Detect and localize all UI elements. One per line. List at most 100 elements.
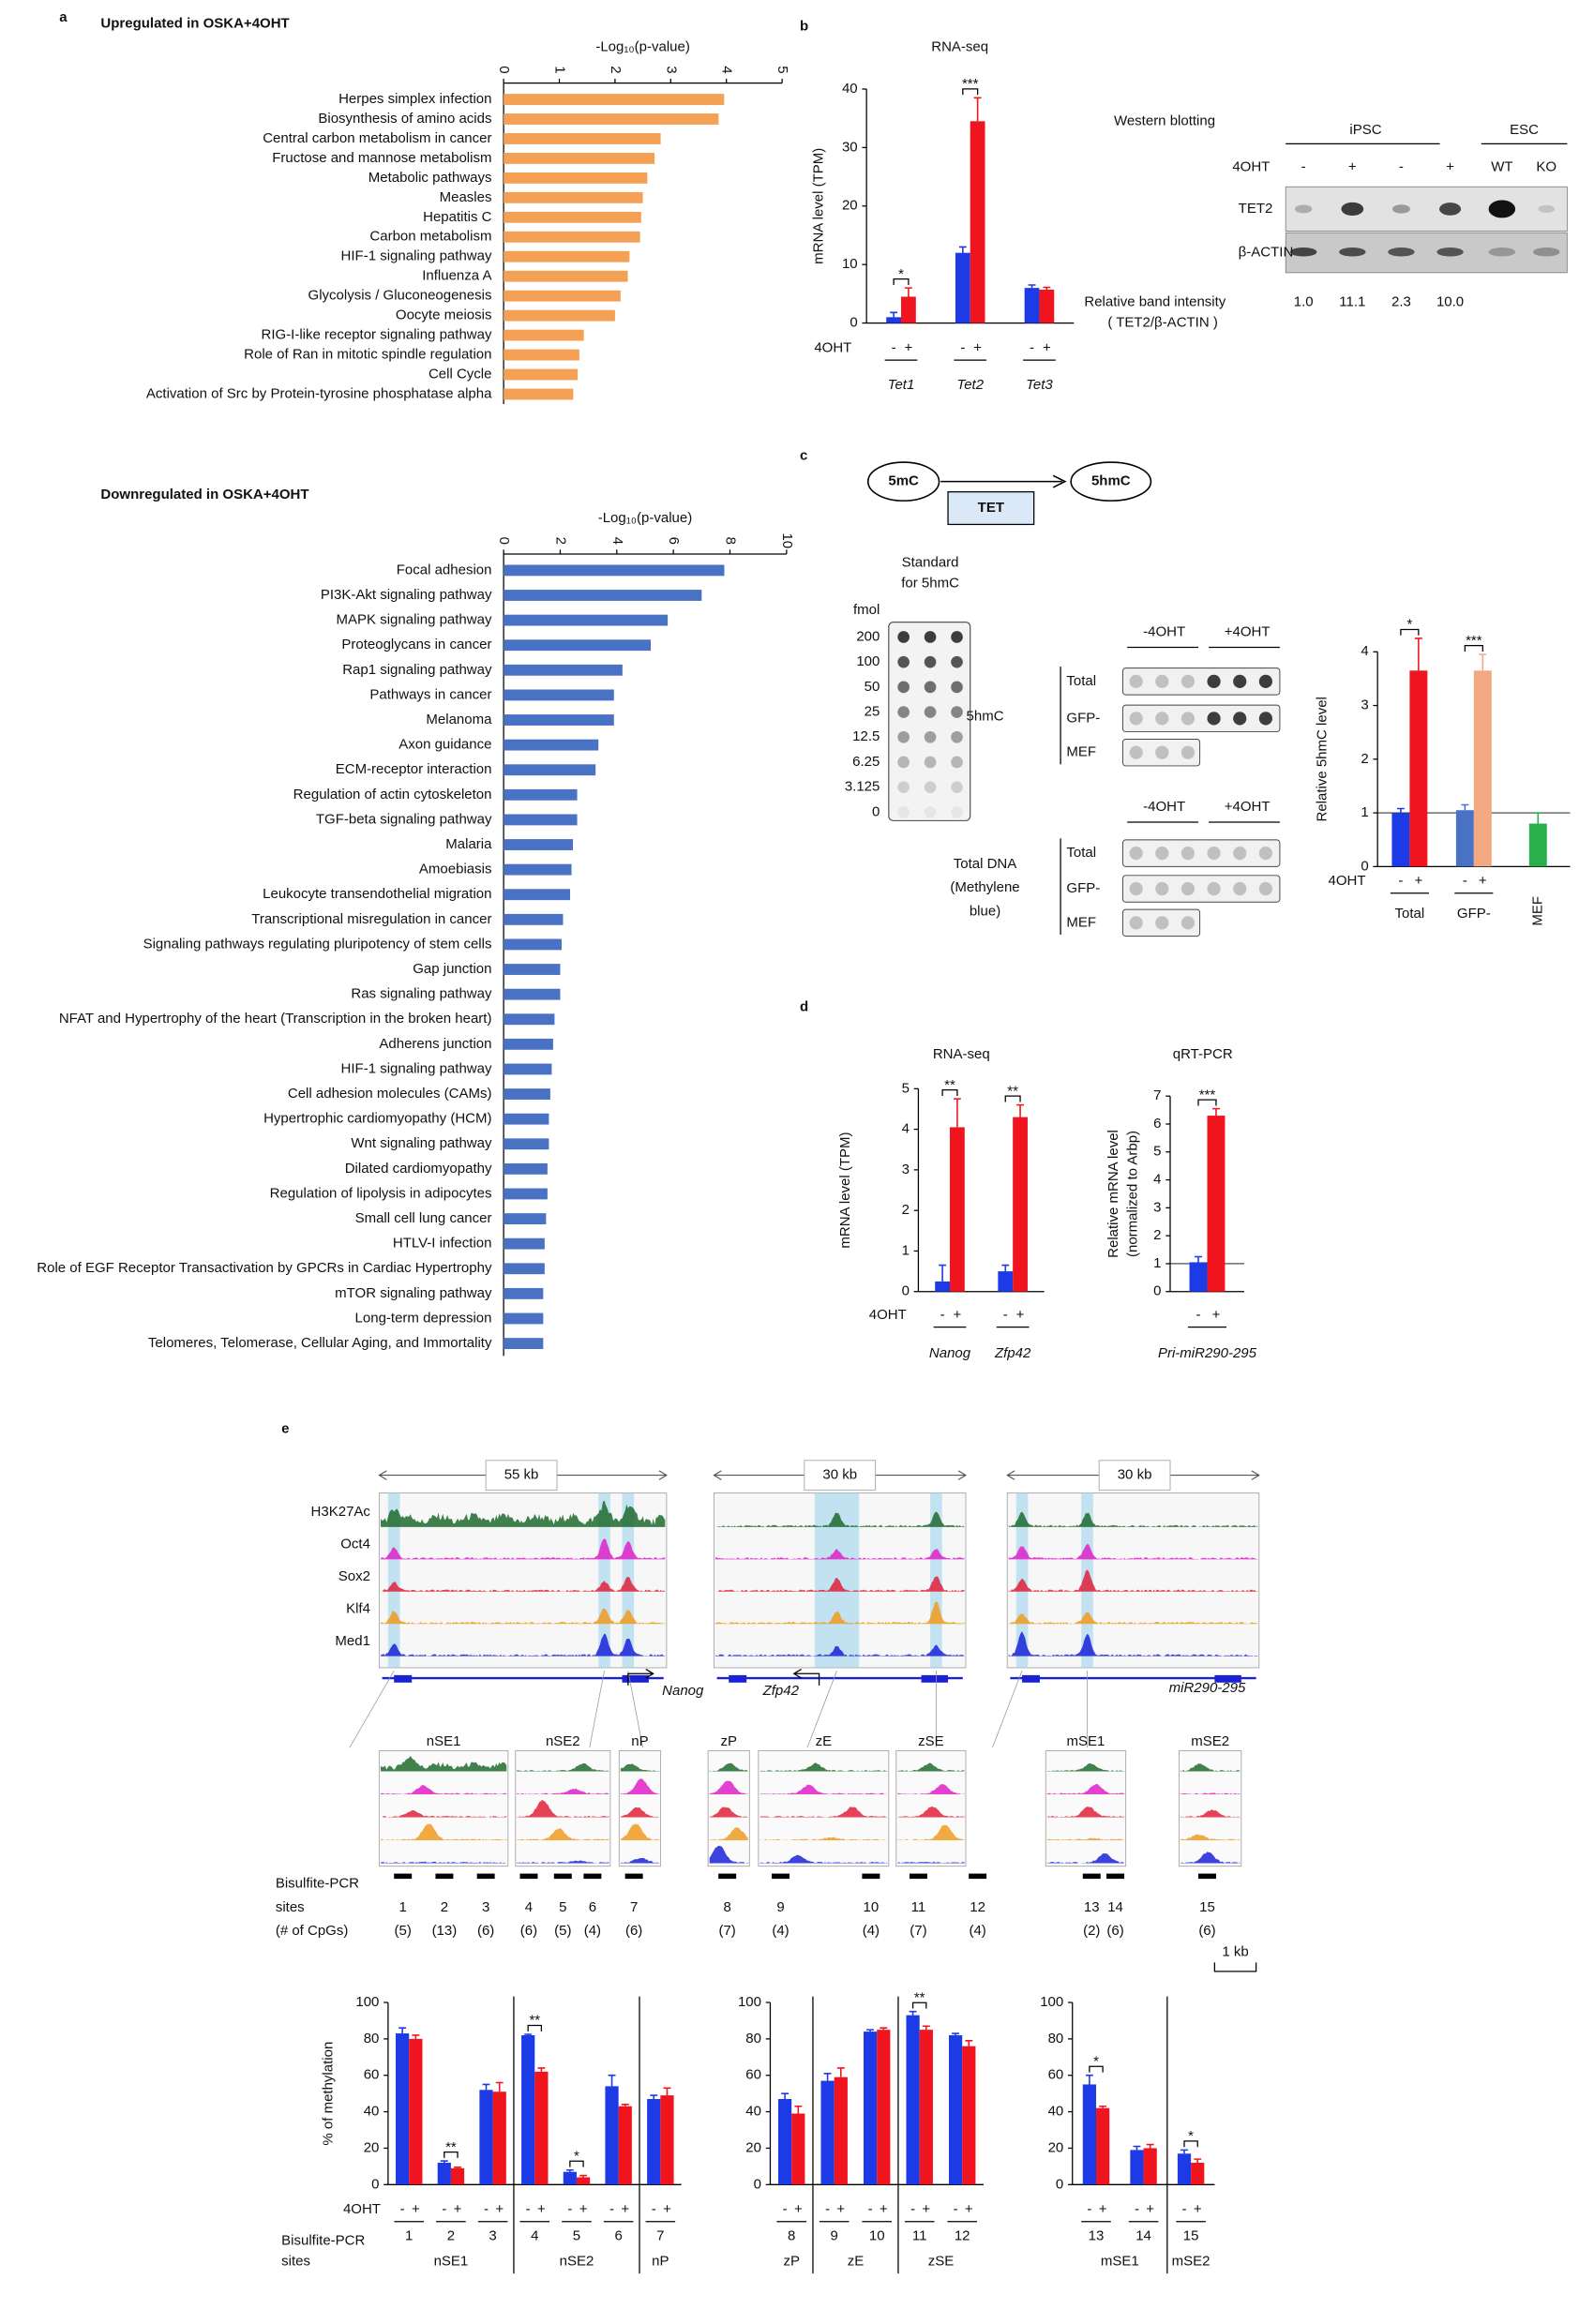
y-tick-label: 0 xyxy=(850,315,857,331)
y-tick-label: Focal adhesion xyxy=(397,562,492,577)
y-tick-label: 3 xyxy=(1361,697,1368,713)
error-bar xyxy=(1212,1107,1220,1117)
error-bar xyxy=(1146,2143,1154,2149)
sign-label: + xyxy=(537,2201,546,2217)
bar xyxy=(504,764,596,776)
standard-dot xyxy=(951,655,963,668)
zoom-signal xyxy=(1046,1807,1125,1818)
zoom-signal xyxy=(620,1763,659,1772)
track-name: Med1 xyxy=(335,1633,370,1649)
pcr-site xyxy=(909,1873,927,1880)
zoom-signal xyxy=(517,1827,609,1841)
standard-dot xyxy=(897,631,910,643)
sample-dot xyxy=(1233,847,1247,861)
bar xyxy=(504,191,643,203)
sample-dot xyxy=(1180,847,1196,861)
x-tick-label: MEF xyxy=(1529,896,1545,926)
y-tick-label: 100 xyxy=(1040,1994,1063,2010)
error-bar xyxy=(650,2094,658,2099)
zoom-signal xyxy=(897,1762,965,1772)
panel-letter: e xyxy=(281,1421,289,1437)
sign-label: - xyxy=(868,2201,873,2217)
y-tick-label: 2 xyxy=(902,1202,910,1218)
error-bar xyxy=(1461,803,1469,811)
error-bar xyxy=(524,2033,533,2035)
zoom-signal xyxy=(1180,1852,1241,1864)
x-tick-label: 6 xyxy=(614,2228,622,2244)
zoom-signal xyxy=(897,1806,965,1818)
y-axis-title: % of methylation xyxy=(321,2042,337,2146)
membrane-strip xyxy=(1121,875,1281,903)
bar xyxy=(504,231,640,243)
standard-label: 200 xyxy=(856,628,880,644)
y-axis-title: mRNA level (TPM) xyxy=(811,148,827,264)
lane-label: + xyxy=(1348,159,1357,175)
standard-title: for 5hmC xyxy=(901,576,959,592)
bar xyxy=(504,1088,550,1100)
y-tick-label: 0 xyxy=(902,1283,910,1299)
y-axis-title: (normalized to Arbp) xyxy=(1124,1131,1140,1257)
site-number: 4 xyxy=(525,1899,533,1915)
bar xyxy=(1096,2107,1110,2185)
pcr-site xyxy=(519,1873,538,1880)
zoom-connector xyxy=(589,1671,605,1748)
x-tick-label: Nanog xyxy=(929,1345,971,1361)
y-tick-label: 80 xyxy=(1048,2031,1064,2047)
signal-track xyxy=(715,1644,965,1657)
significance-bracket xyxy=(569,2160,584,2167)
sign-label: + xyxy=(663,2201,671,2217)
x-tick-label: 13 xyxy=(1089,2228,1105,2244)
bar xyxy=(504,788,578,801)
error-bar xyxy=(890,311,898,318)
scale-bar xyxy=(1213,1962,1257,1972)
pcr-site xyxy=(1106,1873,1125,1880)
sample-dot xyxy=(1207,712,1221,726)
y-tick-label: Proteoglycans in cancer xyxy=(341,637,491,652)
bar xyxy=(504,368,579,381)
site-number: 13 xyxy=(1084,1899,1100,1915)
sample-dot xyxy=(1129,847,1143,861)
standard-label: 50 xyxy=(865,679,880,695)
condition-label: +4OHT xyxy=(1225,799,1271,815)
sign-label: - xyxy=(892,339,896,355)
y-tick-label: Small cell lung cancer xyxy=(355,1210,492,1226)
bar xyxy=(504,1287,544,1299)
sign-label: + xyxy=(836,2201,845,2217)
sign-label: + xyxy=(454,2201,462,2217)
zoom-signal xyxy=(1180,1808,1241,1818)
block-label: blue) xyxy=(970,903,1000,919)
chart-title: Downregulated in OSKA+4OHT xyxy=(100,487,308,502)
pcr-site xyxy=(969,1873,987,1880)
x-axis-title: -Log₁₀(p-value) xyxy=(598,510,693,526)
zoom-signal xyxy=(517,1860,609,1864)
sign-label: - xyxy=(954,2201,958,2217)
lane-label: - xyxy=(1301,159,1306,175)
scale-label: 30 kb xyxy=(1118,1467,1152,1483)
error-bar xyxy=(952,2032,960,2035)
y-tick-label: Central carbon metabolism in cancer xyxy=(263,130,491,146)
sample-dot xyxy=(1155,712,1169,726)
sign-label: + xyxy=(495,2201,504,2217)
standard-dot xyxy=(897,706,910,718)
bar xyxy=(504,938,562,951)
site-number: 15 xyxy=(1199,1899,1215,1915)
standard-unit: fmol xyxy=(853,602,880,618)
error-bar xyxy=(904,287,912,297)
site-cpgs: (6) xyxy=(625,1923,642,1939)
sign-label: - xyxy=(1182,2201,1187,2217)
x-axis-title: 4OHT xyxy=(814,339,851,355)
scheme-arrow xyxy=(940,474,1067,488)
standard-label: 25 xyxy=(865,704,880,720)
x-tick-label: Tet2 xyxy=(956,377,984,393)
sites-title: Bisulfite-PCR xyxy=(281,2232,365,2248)
pcr-site xyxy=(772,1873,790,1880)
y-tick-label: 40 xyxy=(364,2104,380,2120)
zoom-signal xyxy=(620,1807,659,1818)
bar xyxy=(906,2015,920,2185)
actin-band xyxy=(1289,247,1317,257)
standard-dot xyxy=(897,730,910,743)
y-tick-label: Role of Ran in mitotic spindle regulatio… xyxy=(244,347,491,363)
group-label: nSE2 xyxy=(560,2253,594,2269)
y-tick-label: 80 xyxy=(745,2031,761,2047)
